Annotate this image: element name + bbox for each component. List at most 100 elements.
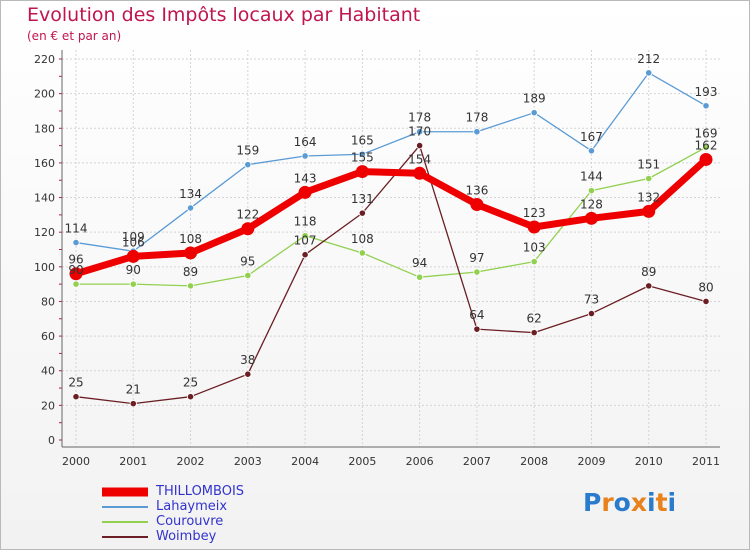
data-label-lahaymeix: 109: [122, 230, 145, 244]
data-point-woimbey: [416, 141, 424, 150]
data-point-courouvre: [129, 280, 137, 288]
legend-item-lahaymeix: Lahaymeix: [100, 499, 244, 514]
data-point-thillombois: [126, 249, 140, 263]
data-point-lahaymeix: [587, 147, 596, 155]
x-tick-label: 2001: [119, 455, 147, 468]
x-tick-label: 2002: [177, 455, 205, 468]
data-label-courouvre: 97: [469, 251, 484, 265]
data-point-thillombois: [527, 220, 541, 234]
logo-letter: o: [613, 488, 631, 517]
x-tick-label: 2000: [62, 455, 90, 468]
data-point-thillombois: [184, 246, 198, 260]
y-tick-label: 180: [34, 122, 55, 135]
data-label-courouvre: 144: [580, 170, 603, 184]
data-point-thillombois: [642, 204, 656, 218]
legend-label: Woimbey: [156, 529, 217, 544]
data-label-thillombois: 136: [465, 183, 488, 197]
data-label-thillombois: 132: [637, 190, 660, 204]
data-point-thillombois: [69, 267, 83, 281]
data-labels: 114 109 134 159 164 165 178 178 189 167 212 193 90 90…: [65, 52, 718, 397]
legend-swatch-lahaymeix: [102, 505, 148, 508]
data-point-lahaymeix: [72, 238, 80, 247]
data-label-lahaymeix: 193: [695, 85, 718, 99]
data-label-lahaymeix: 165: [351, 133, 374, 147]
data-label-courouvre: 169: [695, 126, 718, 140]
y-tick-label: 20: [41, 399, 55, 412]
y-tick-label: 0: [48, 434, 55, 447]
y-tick-label: 120: [34, 226, 55, 239]
data-label-thillombois: 155: [351, 151, 374, 165]
data-label-thillombois: 106: [122, 235, 145, 249]
data-label-courouvre: 90: [68, 263, 83, 277]
data-label-lahaymeix: 164: [294, 135, 317, 149]
data-point-thillombois: [355, 165, 369, 179]
data-label-lahaymeix: 114: [65, 222, 88, 236]
y-tick-label: 200: [34, 88, 55, 101]
logo-letter: r: [601, 488, 614, 517]
data-label-lahaymeix: 178: [465, 111, 488, 125]
data-label-lahaymeix: 167: [580, 130, 603, 144]
data-label-lahaymeix: 189: [523, 92, 546, 106]
x-tick-label: 2004: [291, 455, 319, 468]
data-point-thillombois: [699, 152, 713, 166]
y-tick-label: 40: [41, 365, 55, 378]
data-label-thillombois: 122: [236, 208, 259, 222]
data-label-woimbey: 25: [68, 376, 83, 390]
series-line-courouvre: [75, 146, 707, 287]
data-point-courouvre: [416, 273, 424, 281]
data-point-lahaymeix: [645, 69, 653, 77]
data-point-courouvre: [186, 282, 195, 290]
data-point-woimbey: [72, 393, 80, 401]
data-point-courouvre: [301, 232, 309, 240]
logo-letter: t: [655, 488, 668, 517]
data-label-woimbey: 131: [351, 192, 374, 206]
data-label-thillombois: 162: [695, 138, 718, 152]
y-tick-label: 160: [34, 157, 55, 170]
data-point-lahaymeix: [416, 128, 424, 136]
x-tick-label: 2006: [406, 455, 434, 468]
legend-swatch-courouvre: [102, 520, 148, 523]
logo-letter: x: [630, 488, 647, 517]
data-label-woimbey: 73: [584, 293, 599, 307]
data-label-thillombois: 143: [294, 171, 317, 185]
data-point-woimbey: [186, 393, 195, 401]
legend: THILLOMBOIS Lahaymeix Courouvre Woimbey: [100, 484, 244, 544]
data-label-woimbey: 21: [126, 383, 141, 397]
data-label-lahaymeix: 134: [179, 187, 202, 201]
data-point-lahaymeix: [186, 204, 195, 212]
data-point-lahaymeix: [702, 102, 710, 110]
y-tick-label: 100: [34, 261, 55, 274]
data-point-thillombois: [241, 222, 255, 236]
legend-label: THILLOMBOIS: [156, 484, 245, 499]
data-point-lahaymeix: [301, 152, 309, 160]
data-label-thillombois: 128: [580, 197, 603, 211]
data-point-courouvre: [645, 174, 653, 183]
legend-label: Courouvre: [156, 514, 224, 529]
data-label-courouvre: 103: [523, 241, 546, 255]
chart-title: Evolution des Impôts locaux par Habitant: [27, 4, 421, 26]
data-point-thillombois: [470, 197, 484, 211]
data-point-woimbey: [129, 400, 137, 408]
grid: [62, 50, 720, 447]
data-label-lahaymeix: 159: [236, 144, 259, 158]
y-tick-label: 220: [34, 53, 55, 66]
data-point-woimbey: [358, 209, 366, 217]
data-label-woimbey: 38: [240, 353, 255, 367]
data-point-courouvre: [244, 271, 252, 280]
logo-letter: i: [667, 488, 677, 517]
logo-letter: i: [647, 488, 656, 517]
data-point-lahaymeix: [530, 109, 538, 117]
data-point-thillombois: [413, 166, 427, 180]
data-point-courouvre: [702, 143, 710, 151]
logo-letter: P: [583, 488, 602, 517]
legend-item-woimbey: Woimbey: [100, 529, 244, 544]
series: [69, 69, 713, 408]
data-label-woimbey: 107: [294, 234, 317, 248]
data-label-woimbey: 80: [698, 280, 713, 294]
data-label-woimbey: 64: [469, 308, 484, 322]
data-label-thillombois: 154: [408, 152, 431, 166]
data-label-thillombois: 123: [523, 206, 546, 220]
x-tick-label: 2005: [348, 455, 376, 468]
y-tick-label: 60: [41, 330, 55, 343]
